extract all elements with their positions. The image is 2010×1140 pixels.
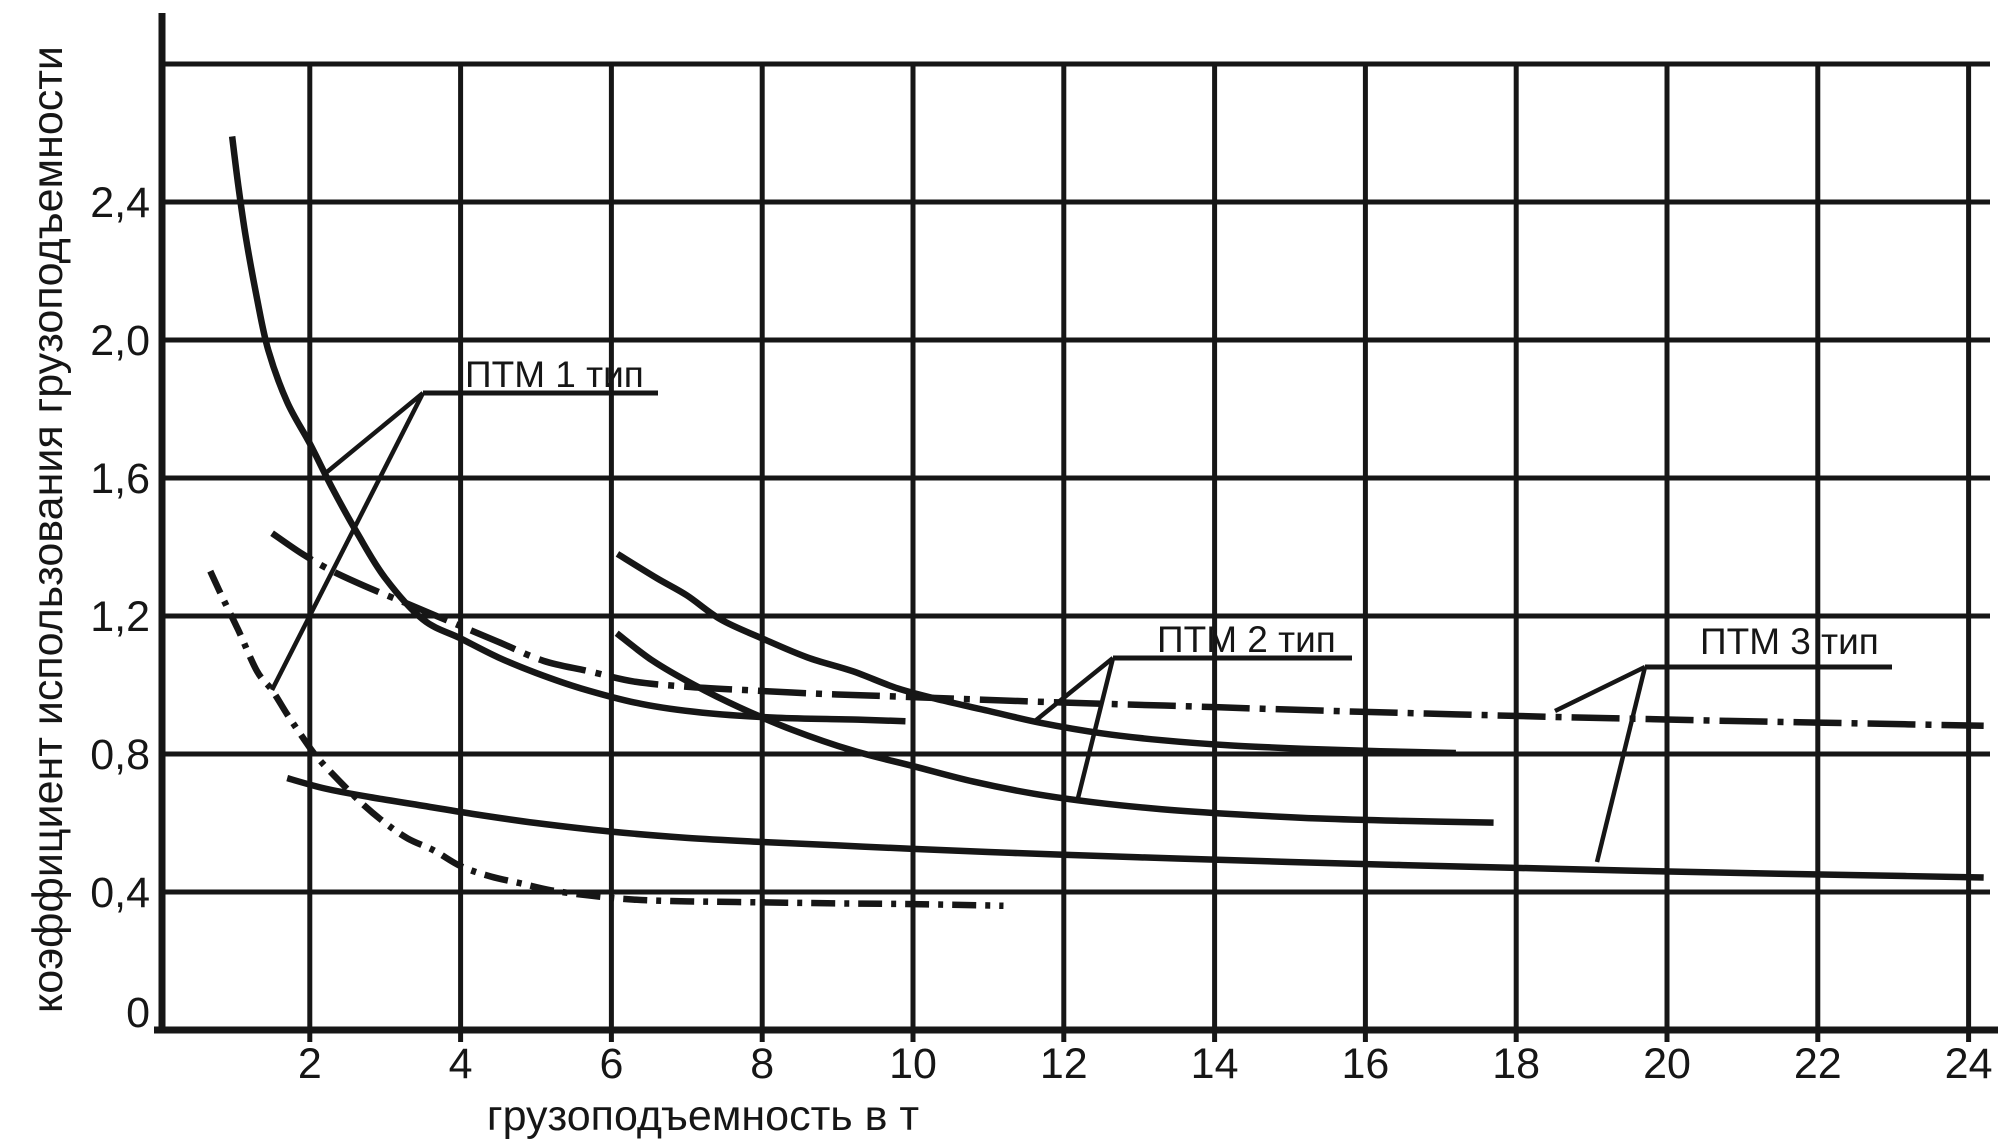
annotation-leader-ptm3: [1594, 666, 1648, 863]
x-tick-label: 8: [750, 1040, 774, 1088]
x-axis-title: грузоподъемность в т: [486, 1092, 920, 1140]
curve-series-4: [614, 630, 1494, 826]
y-tick-label: 1,2: [90, 593, 150, 641]
x-tick-label: 10: [889, 1040, 937, 1088]
annotation-leader-ptm2: [1033, 656, 1115, 723]
y-tick-label: 2,0: [90, 317, 150, 365]
x-tick-label: 4: [449, 1040, 473, 1088]
x-tick-label: 2: [298, 1040, 322, 1088]
annotation-label-ptm1: ПТМ 1 тип: [465, 354, 644, 395]
curve-series-3: [615, 551, 1456, 757]
annotation-label-ptm3: ПТМ 3 тип: [1700, 621, 1879, 662]
curve-series-5: [270, 530, 1984, 729]
y-tick-label: 0,4: [90, 869, 150, 917]
annotation-leader-ptm3: [1554, 664, 1646, 714]
x-tick-label: 18: [1492, 1040, 1540, 1088]
x-tick-label: 22: [1794, 1040, 1842, 1088]
x-tick-label: 14: [1191, 1040, 1239, 1088]
x-tick-label: 16: [1341, 1040, 1389, 1088]
y-tick-label: 1,6: [90, 455, 150, 503]
x-tick-label: 12: [1040, 1040, 1088, 1088]
y-axis-title: коэффициент использования грузоподъемнос…: [24, 46, 72, 1013]
x-tick-label: 24: [1945, 1040, 1993, 1088]
y-tick-label: 0,8: [90, 731, 150, 779]
y-tick-label: 2,4: [90, 179, 150, 227]
annotation-leader-ptm2: [1075, 657, 1116, 799]
x-tick-label: 6: [599, 1040, 623, 1088]
x-tick-label: 20: [1643, 1040, 1691, 1088]
curve-series-6: [286, 775, 1984, 881]
annotation-label-ptm2: ПТМ 2 тип: [1157, 619, 1336, 660]
annotation-leader-ptm1: [269, 391, 426, 692]
annotation-leader-ptm1: [325, 391, 425, 474]
y-tick-label: 0: [126, 989, 150, 1037]
curve-series-2: [207, 569, 1004, 910]
curve-series-1: [228, 136, 906, 725]
